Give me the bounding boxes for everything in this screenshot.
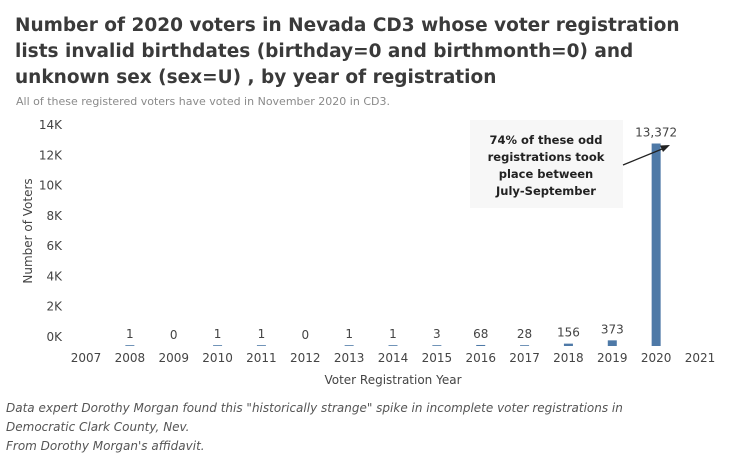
bar-chart: 0K 2K 4K 6K 8K 10K 12K 14K 2007 2008 2009 2010 2011…	[21, 118, 716, 387]
bar	[213, 345, 223, 346]
x-tick-label: 2010	[202, 351, 233, 365]
annotation-line: registrations took	[488, 150, 605, 164]
annotation-arrowhead	[660, 145, 670, 152]
bar-value-label: 1	[258, 327, 266, 341]
x-tick-label: 2007	[71, 351, 102, 365]
bar-value-label: 0	[170, 328, 178, 342]
y-tick-label: 2K	[46, 300, 63, 314]
bar-value-label: 1	[345, 327, 353, 341]
caption-line-2: Democratic Clark County, Nev.	[6, 420, 190, 434]
chart-subtitle: All of these registered voters have vote…	[16, 95, 390, 108]
bar-value-label: 0	[301, 328, 309, 342]
bar-value-labels: 1 0 1 1 0 1 1 3 68 28 156 373 13,372	[126, 126, 677, 342]
bar	[651, 143, 661, 346]
bar-value-label: 3	[433, 327, 441, 341]
bar-value-label: 373	[601, 322, 624, 336]
x-tick-label: 2013	[334, 351, 365, 365]
x-tick-label: 2021	[685, 351, 716, 365]
figure-caption: Data expert Dorothy Morgan found this "h…	[6, 399, 726, 456]
x-axis-ticks: 2007 2008 2009 2010 2011 2012 2013 2014 2015 2016…	[71, 351, 716, 365]
y-tick-label: 10K	[39, 179, 63, 193]
bar-value-label: 13,372	[635, 126, 677, 140]
annotation-text: 74% of these odd registrations took place …	[488, 133, 605, 198]
annotation-box	[470, 120, 623, 208]
caption-line-1: Data expert Dorothy Morgan found this "h…	[6, 401, 623, 415]
bar	[520, 345, 530, 346]
x-axis-title: Voter Registration Year	[324, 373, 461, 387]
bar-value-label: 28	[517, 327, 532, 341]
y-tick-label: 0K	[46, 330, 63, 344]
chart-title: Number of 2020 voters in Nevada CD3 whos…	[15, 15, 680, 88]
caption-line-3: From Dorothy Morgan's affidavit.	[6, 439, 205, 453]
x-tick-label: 2017	[509, 351, 540, 365]
x-tick-label: 2009	[158, 351, 189, 365]
bar	[344, 345, 354, 346]
x-tick-label: 2014	[378, 351, 409, 365]
annotation: 74% of these odd registrations took place …	[470, 120, 670, 208]
bars	[125, 143, 661, 346]
y-axis-title: Number of Voters	[21, 178, 35, 283]
y-tick-label: 14K	[39, 118, 63, 132]
x-tick-label: 2012	[290, 351, 321, 365]
bar-value-label: 1	[126, 327, 134, 341]
x-tick-label: 2018	[553, 351, 584, 365]
x-tick-label: 2019	[597, 351, 628, 365]
y-tick-label: 6K	[46, 239, 63, 253]
bar	[563, 343, 573, 346]
annotation-line: place between	[499, 167, 594, 181]
bar-value-label: 68	[473, 327, 488, 341]
annotation-line: 74% of these odd	[490, 133, 603, 147]
x-tick-label: 2016	[465, 351, 496, 365]
y-axis-ticks: 0K 2K 4K 6K 8K 10K 12K 14K	[39, 118, 63, 344]
x-tick-label: 2015	[422, 351, 453, 365]
bar	[125, 345, 135, 346]
bar-value-label: 1	[389, 327, 397, 341]
x-tick-label: 2008	[115, 351, 146, 365]
y-tick-label: 4K	[46, 269, 63, 283]
bar-value-label: 156	[557, 326, 580, 340]
bar	[607, 340, 617, 346]
annotation-line: July-September	[495, 184, 596, 198]
y-tick-label: 12K	[39, 148, 63, 162]
bar	[256, 345, 266, 346]
bar-value-label: 1	[214, 327, 222, 341]
x-tick-label: 2011	[246, 351, 277, 365]
bar	[476, 344, 486, 346]
y-tick-label: 8K	[46, 209, 63, 223]
bar	[388, 345, 398, 346]
x-tick-label: 2020	[641, 351, 672, 365]
bar	[432, 345, 442, 346]
annotation-arrow	[622, 146, 668, 166]
